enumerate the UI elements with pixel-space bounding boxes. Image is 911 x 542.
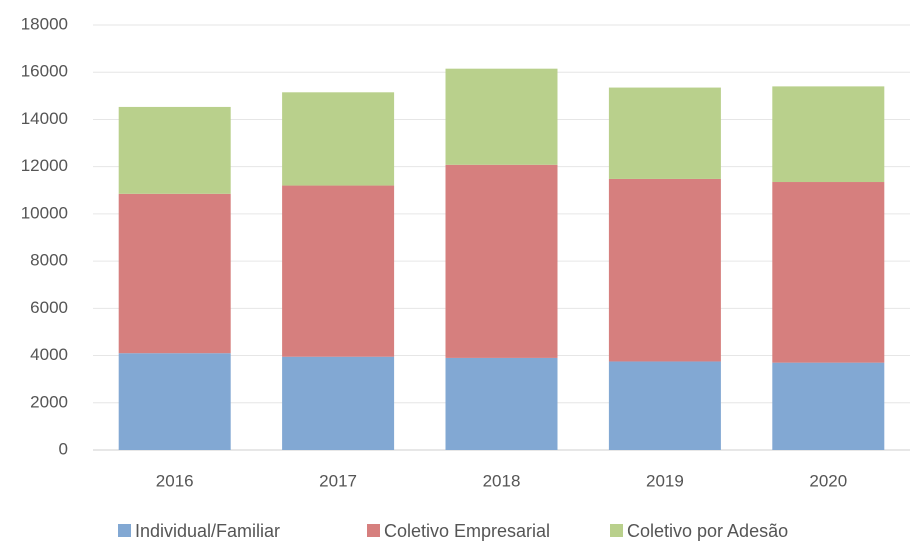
x-tick-label: 2019 [646,471,684,490]
x-tick-label: 2017 [319,471,357,490]
legend-label: Coletivo por Adesão [627,521,788,541]
y-tick-label: 0 [59,439,68,458]
bar-segment [608,178,721,362]
y-tick-label: 12000 [21,156,68,175]
bar-segment [118,193,231,354]
bar-segment [118,353,231,450]
y-tick-label: 2000 [30,392,68,411]
bar-segment [608,361,721,450]
legend-swatch [610,524,623,537]
bar-segment [282,92,395,186]
y-tick-label: 10000 [21,203,68,222]
bar-segment [772,182,885,363]
bar-segment [772,86,885,183]
x-tick-label: 2016 [156,471,194,490]
legend-swatch [367,524,380,537]
bar-segment [445,357,558,450]
y-tick-label: 16000 [21,62,68,81]
bar-segment [445,164,558,358]
y-tick-label: 18000 [21,14,68,33]
y-tick-label: 14000 [21,109,68,128]
y-tick-label: 6000 [30,298,68,317]
y-tick-label: 8000 [30,251,68,270]
x-tick-label: 2018 [483,471,521,490]
legend-label: Coletivo Empresarial [384,521,550,541]
y-tick-label: 4000 [30,345,68,364]
bar-segment [282,185,395,357]
bar-segment [608,87,721,179]
x-tick-label: 2020 [809,471,847,490]
legend-swatch [118,524,131,537]
bar-segment [118,106,231,194]
bar-segment [772,362,885,450]
legend-label: Individual/Familiar [135,521,280,541]
bar-segment [445,68,558,165]
bar-segment [282,356,395,450]
